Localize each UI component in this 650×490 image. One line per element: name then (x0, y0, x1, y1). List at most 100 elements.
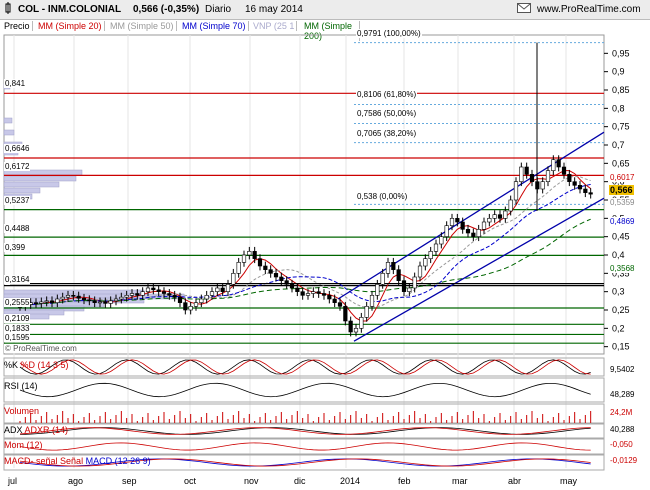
candle-body (103, 301, 108, 304)
indicator-pane (3, 377, 605, 403)
legend-item[interactable]: MM (Simple 50) (108, 21, 177, 31)
rsi-line (19, 382, 591, 398)
legend-item[interactable]: MM (Simple 70) (180, 21, 249, 31)
candle-body (481, 221, 487, 230)
y-tick-label: 0,4 (612, 250, 625, 260)
candle-body (305, 293, 311, 296)
candle-body (529, 174, 535, 182)
candle-body (428, 251, 433, 259)
stoch-label: %K %D (14 3 5) (4, 360, 69, 370)
candle-body (129, 293, 135, 296)
y-tick-label: 0,7 (612, 140, 625, 150)
candle-body (391, 262, 396, 270)
candle-body (316, 291, 321, 294)
month-label: dic (294, 476, 306, 486)
level-label: 0,6646 (4, 144, 31, 153)
candle-body (300, 291, 305, 296)
candle-body (508, 199, 513, 212)
candle-body (471, 232, 476, 237)
legend-item[interactable]: Precio (2, 21, 33, 31)
candle-body (273, 273, 279, 278)
fib-label: 0,9791 (100,00%) (356, 29, 422, 38)
chart-toolbar: COL - INM.COLONIAL 0,566 (-0,35%) Diario… (0, 0, 650, 20)
moving-average-line (19, 183, 591, 307)
level-label: 0,399 (4, 243, 27, 252)
y-tick-label: 0,15 (612, 342, 630, 352)
candle-body (567, 174, 572, 182)
candle-body (209, 291, 215, 296)
candle-body (487, 218, 492, 223)
month-label: sep (122, 476, 137, 486)
y-tick-label: 0,85 (612, 85, 630, 95)
month-label: 2014 (340, 476, 360, 486)
legend-item[interactable]: MM (Simple 20) (36, 21, 105, 31)
candle-body (332, 298, 337, 303)
candle-body (284, 280, 289, 285)
y-tick-label: 0,75 (612, 122, 630, 132)
ma70-value: 0,4869 (609, 217, 636, 226)
candle-body (225, 284, 231, 292)
candle-body (497, 214, 503, 219)
site-link[interactable]: www.ProRealTime.com (537, 4, 641, 15)
candle-body (145, 287, 151, 292)
ma50-value: 0,5359 (609, 198, 636, 207)
candle-body (577, 185, 583, 190)
candle-body (364, 306, 369, 318)
candle-body (87, 299, 92, 302)
candle-body (161, 291, 167, 294)
candle-body (108, 300, 113, 304)
month-label: feb (398, 476, 411, 486)
candle-body (199, 298, 204, 303)
macd-line (19, 458, 591, 467)
candle-body (449, 218, 455, 226)
candle-body (337, 302, 343, 307)
candle-body (119, 296, 124, 300)
candle-body (513, 181, 519, 201)
chart-type-icon[interactable] (3, 2, 13, 14)
candle-body (423, 258, 428, 267)
candle-body (193, 302, 199, 307)
candle-body (65, 295, 71, 298)
candle-body (55, 298, 60, 303)
candle-body (295, 287, 300, 292)
candle-body (492, 214, 497, 219)
macd-signal-line (19, 458, 591, 467)
symbol-name[interactable]: COL - INM.COLONIAL (18, 4, 122, 15)
macd-value: -0,0129 (609, 456, 639, 465)
candle-body (343, 306, 348, 322)
candle-body (359, 317, 364, 329)
mom-label: Mom (12) (4, 440, 43, 450)
envelope-icon[interactable] (517, 3, 531, 16)
fib-label: 0,538 (0,00%) (356, 192, 409, 201)
candle-body (257, 258, 263, 267)
candle-body (177, 296, 183, 303)
ma200-value: 0,3568 (609, 264, 636, 273)
y-tick-label: 0,3 (612, 287, 625, 297)
candle-body (465, 229, 471, 234)
quote-value: 0,566 (-0,35%) (133, 4, 200, 15)
mom-value: -0,050 (609, 440, 634, 449)
candle-body (348, 320, 353, 333)
level-label: 0,3164 (4, 275, 31, 284)
y-tick-label: 0,95 (612, 48, 630, 58)
candle-body (556, 159, 561, 168)
indicator-pane (3, 357, 605, 377)
level-label: 0,5237 (4, 196, 31, 205)
candle-body (39, 301, 44, 304)
volume-label: Volumen (4, 406, 40, 416)
adx-label: ADX ADXR (14) (4, 425, 69, 435)
candle-body (44, 300, 49, 303)
candle-body (327, 295, 332, 300)
y-tick-label: 0,25 (612, 305, 630, 315)
candle-body (583, 188, 588, 193)
legend-item[interactable]: VNP (25 1 (251, 21, 298, 31)
candle-body (167, 293, 172, 296)
fib-label: 0,8106 (61,80%) (356, 90, 418, 99)
stochastic-d-line (19, 359, 591, 375)
adx-value: 40,288 (609, 425, 636, 434)
month-label: ago (68, 476, 83, 486)
candle-body (353, 328, 359, 333)
candle-body (97, 301, 103, 304)
level-label: 0,2555 (4, 298, 31, 307)
